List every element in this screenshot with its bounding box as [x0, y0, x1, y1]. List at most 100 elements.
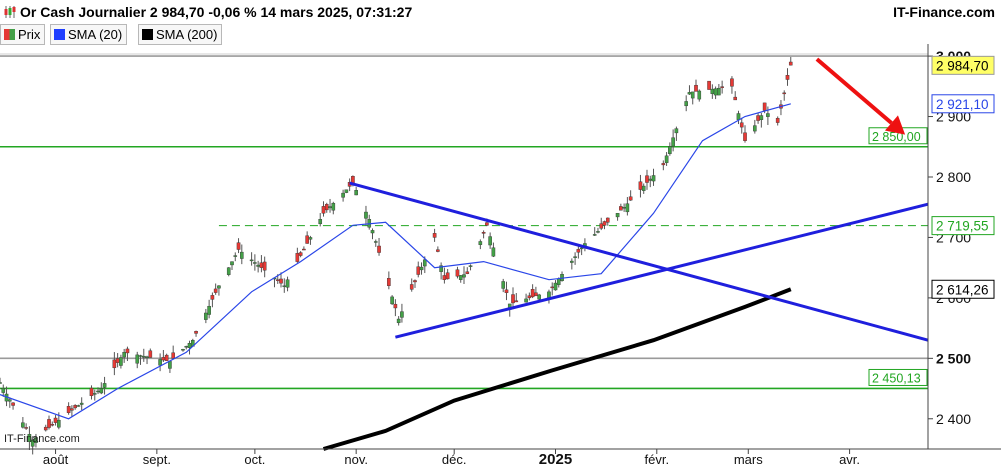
candle-body — [115, 358, 120, 363]
candle-body — [89, 387, 94, 397]
candle-body — [615, 213, 620, 218]
candle-body — [70, 408, 74, 411]
price-tag-box — [931, 94, 995, 114]
candle-body — [501, 281, 506, 289]
candle-body — [328, 206, 332, 209]
candle-body — [30, 439, 35, 447]
candle-body — [145, 356, 149, 359]
candle-body — [684, 101, 688, 107]
candle-body — [164, 354, 169, 361]
candle-body — [753, 125, 757, 132]
candle-body — [253, 262, 257, 264]
candle-body — [720, 86, 724, 88]
candle-body — [455, 269, 460, 277]
candle-body — [690, 91, 695, 99]
candle-body — [194, 331, 198, 334]
candle-body — [785, 75, 790, 80]
candle-body — [112, 359, 117, 369]
candle-body — [0, 382, 2, 384]
candle-body — [530, 289, 535, 298]
price-tag-box — [931, 279, 995, 299]
watermark: IT-Finance.com — [4, 433, 80, 445]
candle-body — [491, 247, 496, 257]
candle-body — [782, 92, 787, 95]
candle-body — [524, 298, 528, 303]
candle-body — [24, 427, 28, 429]
y-tick-label: 2 800 — [936, 169, 971, 185]
chart-title: Or Cash Journalier 2 984,70 -0,06 % 14 m… — [20, 4, 413, 20]
legend-label: SMA (200) — [156, 27, 218, 42]
candle-body — [213, 288, 218, 293]
candle-body — [717, 87, 721, 96]
candle-body — [295, 253, 300, 262]
sma20-line — [0, 103, 791, 420]
candle-body — [184, 346, 189, 348]
candle-body — [625, 203, 630, 213]
candle-body — [422, 259, 427, 267]
candle-body — [73, 405, 77, 409]
legend-item-sma200[interactable]: SMA (200) — [138, 24, 223, 45]
candle-body — [439, 265, 443, 272]
y-tick-label: 2 500 — [936, 350, 971, 366]
price-tags: 2 984,70 2 921,10 2 719,55 2 614,26 — [931, 55, 995, 299]
candle-body — [638, 181, 643, 190]
candle-body — [344, 189, 349, 193]
candle-body — [262, 261, 267, 271]
candle-body — [416, 266, 421, 275]
candle-body — [256, 264, 260, 267]
candle-body — [135, 354, 140, 364]
candle-body — [187, 343, 192, 348]
candle-body — [504, 289, 509, 293]
x-tick-label: mars — [734, 452, 763, 467]
candle-body — [788, 61, 793, 66]
candle-body — [579, 247, 584, 250]
candle-body — [550, 286, 555, 289]
candle-body — [76, 405, 81, 407]
candle-body — [570, 260, 574, 263]
sma200-line — [322, 287, 792, 451]
price-tag-label: 2 984,70 — [936, 58, 989, 73]
price-series — [0, 56, 793, 455]
arrow-shaft — [815, 57, 893, 125]
x-tick-label: oct. — [244, 452, 265, 467]
candle-body — [668, 146, 672, 154]
candle-body — [573, 256, 577, 258]
sma20-series — [0, 103, 791, 420]
candle-body — [527, 295, 532, 299]
trendline-resistance — [349, 181, 929, 342]
level-label: 2 450,13 — [872, 371, 921, 385]
candle-body — [628, 196, 633, 201]
legend-item-sma20[interactable]: SMA (20) — [50, 24, 128, 45]
candle-body — [171, 352, 175, 359]
candle-body — [619, 206, 623, 211]
candle-body — [465, 271, 470, 274]
candle-body — [775, 117, 780, 123]
candle-body — [11, 402, 15, 406]
candle-body — [592, 234, 597, 236]
candle-body — [226, 267, 231, 275]
candle-body — [671, 137, 675, 147]
x-tick-label: 2025 — [539, 451, 572, 468]
candle-body — [664, 155, 669, 163]
candle-body — [605, 217, 610, 223]
candle-body — [645, 175, 649, 183]
trendlines — [349, 181, 929, 342]
candle-body — [43, 426, 48, 431]
candle-body — [57, 419, 61, 428]
candle-body — [210, 295, 215, 300]
candle-body — [230, 261, 234, 266]
legend-item-prix[interactable]: Prix — [0, 24, 46, 45]
x-tick-label: avr. — [839, 452, 860, 467]
candle-body — [279, 278, 283, 284]
candle-body — [233, 255, 238, 257]
candle-body — [318, 219, 323, 225]
candle-body — [648, 178, 653, 181]
legend-label: Prix — [18, 27, 41, 42]
candle-body — [364, 211, 368, 219]
candle-body — [119, 357, 123, 366]
candle-body — [413, 280, 417, 283]
candle-body — [181, 349, 185, 351]
sma200-series — [322, 287, 792, 451]
x-tick-label: nov. — [344, 452, 368, 467]
